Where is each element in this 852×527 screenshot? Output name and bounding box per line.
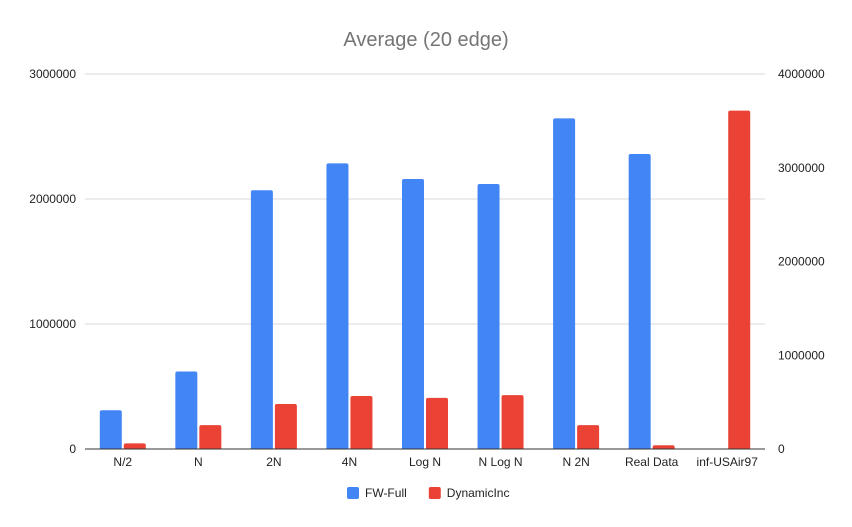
bar-fw-full [402, 179, 424, 449]
x-tick-label: N/2 [113, 455, 132, 469]
bar-dynamicinc [728, 110, 751, 449]
bar-dynamicinc [350, 396, 373, 449]
gridlines [85, 73, 765, 325]
bar-dynamicinc [123, 443, 146, 449]
chart-title: Average (20 edge) [343, 29, 508, 51]
x-axis-ticks: N/2 N 2N 4N Log N N Log N N 2N Real Data inf-USA… [113, 455, 758, 469]
bar-dynamicinc [426, 397, 448, 449]
bar-fw-full [326, 163, 349, 449]
bar-fw-full [628, 154, 651, 449]
bar-dynamicinc [274, 404, 297, 449]
x-tick-label: inf-USAir97 [697, 455, 759, 469]
x-tick-label: N 2N [562, 455, 589, 469]
legend-swatch [347, 487, 359, 499]
left-tick-label: 2000000 [29, 192, 76, 206]
legend: FW-Full DynamicInc [347, 486, 509, 500]
bar-fw-full [553, 118, 576, 449]
right-tick-label: 1000000 [778, 348, 825, 362]
bars [99, 110, 751, 449]
bar-dynamicinc [577, 425, 600, 449]
x-tick-label: Log N [409, 455, 441, 469]
bar-fw-full [477, 184, 500, 449]
bar-dynamicinc [199, 425, 222, 449]
left-tick-label: 3000000 [29, 67, 76, 81]
bar-fw-full [250, 190, 273, 449]
bar-fw-full [99, 410, 122, 449]
legend-label: FW-Full [365, 486, 407, 500]
bar-dynamicinc [501, 395, 524, 449]
x-tick-label: 2N [266, 455, 281, 469]
right-tick-label: 4000000 [778, 67, 825, 81]
bar-fw-full [175, 371, 198, 449]
legend-swatch [428, 487, 441, 499]
right-axis-ticks: 0 1000000 2000000 3000000 4000000 [778, 67, 825, 456]
legend-label: DynamicInc [447, 486, 510, 500]
right-tick-label: 3000000 [778, 161, 825, 175]
x-tick-label: Real Data [625, 455, 679, 469]
right-tick-label: 0 [778, 442, 785, 456]
right-tick-label: 2000000 [778, 255, 825, 269]
left-tick-label: 0 [69, 442, 76, 456]
x-tick-label: 4N [342, 455, 357, 469]
left-tick-label: 1000000 [29, 317, 76, 331]
bar-dynamicinc [652, 445, 675, 449]
x-tick-label: N Log N [479, 455, 523, 469]
x-tick-label: N [194, 455, 203, 469]
left-axis-ticks: 0 1000000 2000000 3000000 [29, 67, 76, 456]
